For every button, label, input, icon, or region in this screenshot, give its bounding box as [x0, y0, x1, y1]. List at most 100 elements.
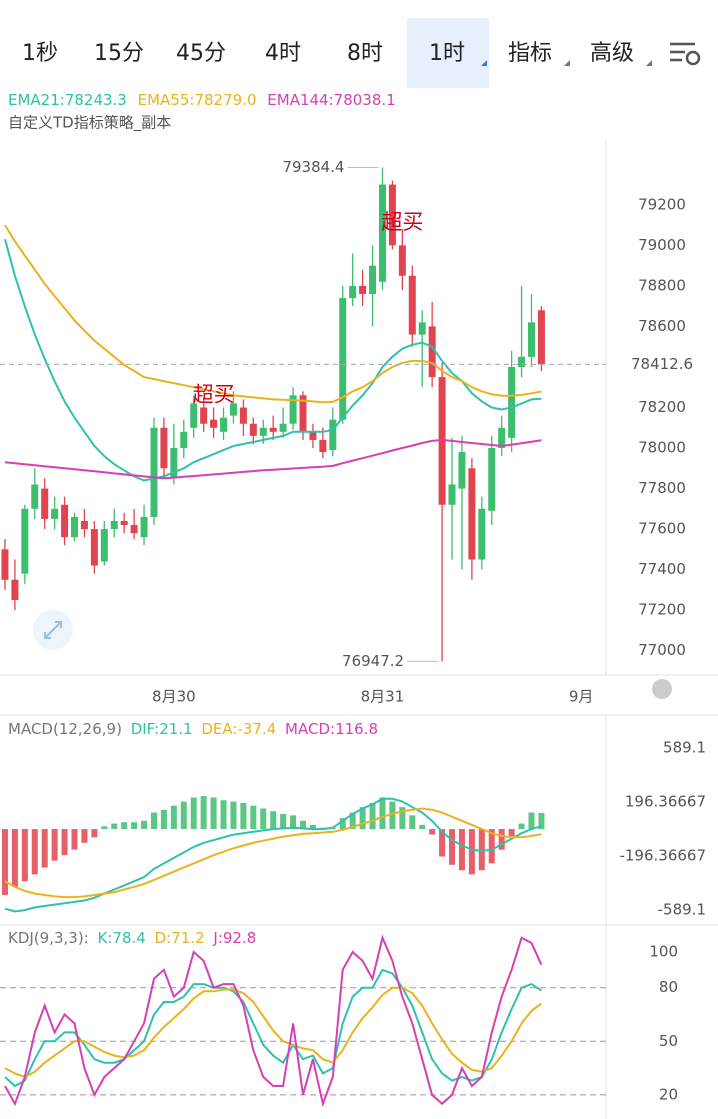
tab[interactable]: 45分 — [176, 41, 226, 66]
candle-body — [1, 549, 9, 580]
y-tick-label: 80 — [659, 978, 678, 996]
candle-body — [130, 525, 138, 534]
candle-body — [319, 439, 327, 453]
candle-body — [289, 395, 297, 424]
y-tick-label: 79200 — [638, 195, 686, 213]
candle-body — [458, 452, 466, 489]
signal-label: 超买 — [381, 210, 423, 234]
macd-bar — [240, 802, 247, 830]
macd-bar — [101, 826, 108, 830]
tab-bar: 1秒 15分 45分 4时 8时 1时 指标 高级 — [22, 41, 652, 66]
macd-bar — [210, 797, 217, 830]
zoom-reset-icon[interactable] — [652, 679, 672, 699]
signal-label: 超买 — [193, 382, 235, 406]
candle-body — [478, 508, 486, 560]
macd-dea: DEA:-37.4 — [201, 720, 276, 738]
macd-bar — [141, 820, 148, 830]
macd-bar — [468, 829, 475, 875]
candle-body — [220, 417, 228, 432]
macd-bar — [389, 801, 396, 830]
candle-body — [438, 377, 446, 505]
candle-body — [51, 508, 59, 519]
macd-bar — [528, 812, 535, 830]
macd-bar — [439, 829, 446, 857]
candle-body — [239, 407, 247, 424]
tab[interactable]: 1秒 — [22, 41, 58, 66]
dividers — [0, 140, 718, 1119]
macd-dif: DIF:21.1 — [131, 720, 193, 738]
candle-body — [100, 529, 108, 562]
candle-body — [537, 310, 545, 365]
tab[interactable]: 1时 — [429, 41, 465, 66]
macd-bar — [31, 829, 38, 875]
kdj-legend: KDJ(9,3,3): K:78.4 D:71.2 J:92.8 — [8, 929, 256, 947]
tab[interactable]: 15分 — [94, 41, 144, 66]
macd-bar — [379, 797, 386, 830]
candle-body — [279, 423, 287, 432]
settings-icon[interactable] — [670, 42, 701, 66]
macd-bar — [71, 829, 78, 850]
macd-title: MACD(12,26,9) — [8, 720, 122, 738]
indicator-line — [4, 797, 542, 913]
macd-bar — [309, 824, 316, 830]
candle-body — [428, 326, 436, 378]
kdj-title: KDJ(9,3,3): — [8, 929, 89, 947]
macd-bar — [230, 801, 237, 830]
macd-bar — [369, 802, 376, 830]
candle-body — [418, 322, 426, 335]
y-tick-label: 77400 — [638, 560, 686, 578]
tab[interactable]: 高级 — [590, 41, 634, 66]
candle-body — [140, 516, 148, 538]
macd-bar — [160, 809, 167, 830]
kdj-d: D:71.2 — [155, 929, 205, 947]
y-tick-label: 79000 — [638, 236, 686, 254]
tab[interactable]: 4时 — [265, 41, 301, 66]
candle-body — [468, 468, 476, 560]
y-tick-label: 77800 — [638, 479, 686, 497]
indicator-line — [4, 224, 542, 404]
macd-bar — [399, 807, 406, 830]
candle-body — [229, 403, 237, 416]
candle-body — [61, 504, 69, 538]
y-tick-label: 78800 — [638, 276, 686, 294]
high-label: 79384.4 — [282, 158, 344, 176]
tab[interactable]: 指标 — [508, 41, 552, 66]
candle-body — [200, 407, 208, 424]
macd-bar — [61, 829, 68, 856]
last-price-box — [618, 352, 710, 377]
candle-body — [160, 427, 168, 469]
y-tick-label: -589.1 — [658, 900, 706, 918]
macd-bar — [250, 805, 257, 830]
macd-bar — [409, 815, 416, 830]
macd-bar — [41, 829, 48, 868]
macd-bar — [150, 812, 157, 830]
candle-body — [299, 395, 307, 432]
legend-ema144: EMA144:78038.1 — [267, 91, 395, 109]
x-tick-label: 8月31 — [361, 688, 405, 706]
macd-bar — [260, 808, 267, 830]
candle-body — [508, 366, 516, 438]
tab-caret — [564, 60, 570, 66]
macd-bar — [111, 823, 118, 830]
tab-caret — [481, 60, 487, 66]
candle-body — [527, 322, 535, 357]
candle-body — [21, 508, 29, 574]
candle-body — [388, 184, 396, 246]
y-tick-label: 78600 — [638, 317, 686, 335]
candle-body — [369, 265, 377, 295]
candle-body — [110, 520, 118, 530]
macd-bar — [359, 807, 366, 830]
candle-body — [210, 419, 218, 428]
macd-bar — [21, 829, 28, 882]
candle-body — [11, 579, 19, 601]
kdj-j: J:92.8 — [212, 929, 256, 947]
tab[interactable]: 8时 — [347, 41, 383, 66]
macd-bar — [458, 829, 465, 871]
candle-body — [180, 431, 188, 449]
last-price-label: 78412.6 — [631, 355, 693, 373]
y-tick-label: 78200 — [638, 398, 686, 416]
indicator-line — [4, 986, 543, 1079]
candle-body — [309, 431, 317, 440]
y-tick-label: 20 — [659, 1085, 678, 1103]
